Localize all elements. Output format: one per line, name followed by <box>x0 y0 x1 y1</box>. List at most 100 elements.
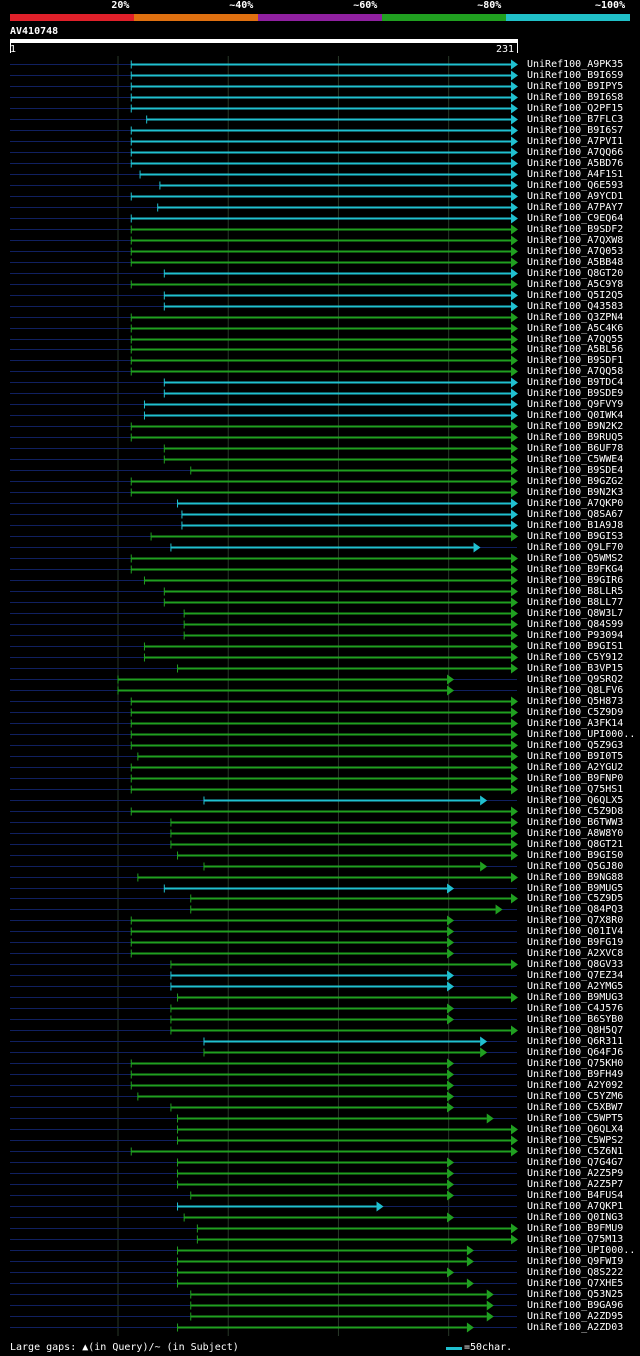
hit-label[interactable]: UniRef100_B9FG19 <box>527 936 624 948</box>
hit-label[interactable]: UniRef100_B9SDF2 <box>527 223 624 235</box>
hit-label[interactable]: UniRef100_B9MUG3 <box>527 991 624 1003</box>
hit-label[interactable]: UniRef100_A7PVI1 <box>527 135 624 147</box>
hit-label[interactable]: UniRef100_B4FUS4 <box>527 1189 624 1201</box>
hit-label[interactable]: UniRef100_B6TWW3 <box>527 816 624 828</box>
hit-label[interactable]: UniRef100_B9TDC4 <box>527 376 624 388</box>
hit-label[interactable]: UniRef100_A5BB48 <box>527 256 624 268</box>
hit-label[interactable]: UniRef100_B3VP15 <box>527 662 624 674</box>
hit-label[interactable]: UniRef100_Q64FJ6 <box>527 1046 624 1058</box>
hit-label[interactable]: UniRef100_B9I6S7 <box>527 124 624 136</box>
hit-label[interactable]: UniRef100_A2ZD95 <box>527 1310 624 1322</box>
hit-label[interactable]: UniRef100_B8LLR5 <box>527 585 624 597</box>
hit-label[interactable]: UniRef100_A2ZD03 <box>527 1321 624 1333</box>
hit-label[interactable]: UniRef100_C5WPT5 <box>527 1112 624 1124</box>
hit-label[interactable]: UniRef100_Q75M13 <box>527 1233 624 1245</box>
hit-label[interactable]: UniRef100_A5BL56 <box>527 343 624 355</box>
hit-label[interactable]: UniRef100_Q8W3L7 <box>527 607 624 619</box>
hit-label[interactable]: UniRef100_B9MUG5 <box>527 882 624 894</box>
hit-label[interactable]: UniRef100_B9SDE9 <box>527 387 624 399</box>
hit-label[interactable]: UniRef100_B1A9J8 <box>527 519 624 531</box>
hit-label[interactable]: UniRef100_A2YGU2 <box>527 761 624 773</box>
hit-label[interactable]: UniRef100_Q5GJ80 <box>527 860 624 872</box>
hit-label[interactable]: UniRef100_B9GZG2 <box>527 475 624 487</box>
hit-label[interactable]: UniRef100_A5C9Y8 <box>527 278 624 290</box>
hit-label[interactable]: UniRef100_A7QQ55 <box>527 333 624 345</box>
hit-label[interactable]: UniRef100_C4J576 <box>527 1002 624 1014</box>
hit-label[interactable]: UniRef100_Q7X8R0 <box>527 914 624 926</box>
hit-label[interactable]: UniRef100_P93094 <box>527 629 624 641</box>
hit-label[interactable]: UniRef100_Q8S222 <box>527 1266 624 1278</box>
hit-label[interactable]: UniRef100_A4F1S1 <box>527 168 624 180</box>
hit-label[interactable]: UniRef100_B9FKG4 <box>527 563 624 575</box>
hit-label[interactable]: UniRef100_B9FH49 <box>527 1068 624 1080</box>
hit-label[interactable]: UniRef100_C5Z9D9 <box>527 706 624 718</box>
hit-label[interactable]: UniRef100_A7PAY7 <box>527 201 624 213</box>
hit-label[interactable]: UniRef100_Q9LF70 <box>527 541 624 553</box>
hit-label[interactable]: UniRef100_A3FK14 <box>527 717 624 729</box>
hit-label[interactable]: UniRef100_Q75KH0 <box>527 1057 624 1069</box>
hit-label[interactable]: UniRef100_B6UF78 <box>527 442 624 454</box>
hit-label[interactable]: UniRef100_A7QKP1 <box>527 1200 624 1212</box>
hit-label[interactable]: UniRef100_Q7G4G7 <box>527 1156 624 1168</box>
hit-label[interactable]: UniRef100_Q0IWK4 <box>527 409 624 421</box>
hit-label[interactable]: UniRef100_UPI000.. <box>527 728 636 740</box>
hit-label[interactable]: UniRef100_UPI000.. <box>527 1244 636 1256</box>
hit-label[interactable]: UniRef100_A7Q053 <box>527 245 624 257</box>
hit-label[interactable]: UniRef100_C5Z9D8 <box>527 805 624 817</box>
hit-label[interactable]: UniRef100_A5C4K6 <box>527 322 624 334</box>
hit-label[interactable]: UniRef100_B9N2K3 <box>527 486 624 498</box>
hit-label[interactable]: UniRef100_Q7XHE5 <box>527 1277 624 1289</box>
hit-label[interactable]: UniRef100_B9GIS0 <box>527 849 624 861</box>
hit-label[interactable]: UniRef100_A7QQ66 <box>527 146 624 158</box>
hit-label[interactable]: UniRef100_B9I0T5 <box>527 750 624 762</box>
hit-label[interactable]: UniRef100_C5YZM6 <box>527 1090 624 1102</box>
hit-label[interactable]: UniRef100_A7QKP0 <box>527 497 624 509</box>
hit-label[interactable]: UniRef100_B8LL77 <box>527 596 624 608</box>
hit-label[interactable]: UniRef100_Q7EZ34 <box>527 969 624 981</box>
hit-label[interactable]: UniRef100_Q5Z9G3 <box>527 739 624 751</box>
hit-label[interactable]: UniRef100_B9I6S9 <box>527 69 624 81</box>
hit-label[interactable]: UniRef100_B7FLC3 <box>527 113 624 125</box>
hit-label[interactable]: UniRef100_C5WWE4 <box>527 453 624 465</box>
hit-label[interactable]: UniRef100_A2YMG5 <box>527 980 624 992</box>
hit-label[interactable]: UniRef100_Q84S99 <box>527 618 624 630</box>
hit-label[interactable]: UniRef100_C9EQ64 <box>527 212 624 224</box>
hit-label[interactable]: UniRef100_B9FNP0 <box>527 772 624 784</box>
hit-label[interactable]: UniRef100_C5Z9D5 <box>527 892 624 904</box>
hit-label[interactable]: UniRef100_B9NG88 <box>527 871 624 883</box>
hit-label[interactable]: UniRef100_A9YCD1 <box>527 190 624 202</box>
hit-label[interactable]: UniRef100_B9SDE4 <box>527 464 624 476</box>
hit-label[interactable]: UniRef100_A2Y092 <box>527 1079 624 1091</box>
hit-label[interactable]: UniRef100_B9FMU9 <box>527 1222 624 1234</box>
hit-label[interactable]: UniRef100_Q75HS1 <box>527 783 624 795</box>
hit-label[interactable]: UniRef100_Q8GT20 <box>527 267 624 279</box>
hit-label[interactable]: UniRef100_B9N2K2 <box>527 420 624 432</box>
hit-label[interactable]: UniRef100_B9GIR6 <box>527 574 624 586</box>
hit-label[interactable]: UniRef100_A7QQ58 <box>527 365 624 377</box>
hit-label[interactable]: UniRef100_Q84PQ3 <box>527 903 624 915</box>
hit-label[interactable]: UniRef100_Q3ZPN4 <box>527 311 624 323</box>
hit-label[interactable]: UniRef100_B9RUQ5 <box>527 431 624 443</box>
hit-label[interactable]: UniRef100_C5Z6N1 <box>527 1145 624 1157</box>
hit-label[interactable]: UniRef100_Q8LFV6 <box>527 684 624 696</box>
hit-label[interactable]: UniRef100_A2XVC8 <box>527 947 624 959</box>
hit-label[interactable]: UniRef100_C5XBW7 <box>527 1101 624 1113</box>
hit-label[interactable]: UniRef100_A8W8Y0 <box>527 827 624 839</box>
hit-label[interactable]: UniRef100_Q5H873 <box>527 695 624 707</box>
hit-label[interactable]: UniRef100_Q8GT21 <box>527 838 624 850</box>
hit-label[interactable]: UniRef100_Q6QLX5 <box>527 794 624 806</box>
hit-label[interactable]: UniRef100_C5Y912 <box>527 651 624 663</box>
hit-label[interactable]: UniRef100_Q8H5Q7 <box>527 1024 624 1036</box>
hit-label[interactable]: UniRef100_Q9FVY9 <box>527 398 624 410</box>
hit-label[interactable]: UniRef100_Q0ING3 <box>527 1211 624 1223</box>
hit-label[interactable]: UniRef100_Q8GV33 <box>527 958 624 970</box>
hit-label[interactable]: UniRef100_A2Z5P7 <box>527 1178 624 1190</box>
hit-label[interactable]: UniRef100_Q6QLX4 <box>527 1123 624 1135</box>
hit-label[interactable]: UniRef100_Q2PF15 <box>527 102 624 114</box>
hit-label[interactable]: UniRef100_Q9FWI9 <box>527 1255 624 1267</box>
hit-label[interactable]: UniRef100_C5WPS2 <box>527 1134 624 1146</box>
hit-label[interactable]: UniRef100_B9GIS1 <box>527 640 624 652</box>
hit-label[interactable]: UniRef100_Q01IV4 <box>527 925 624 937</box>
hit-label[interactable]: UniRef100_Q53N25 <box>527 1288 624 1300</box>
hit-label[interactable]: UniRef100_B9IPY5 <box>527 80 624 92</box>
